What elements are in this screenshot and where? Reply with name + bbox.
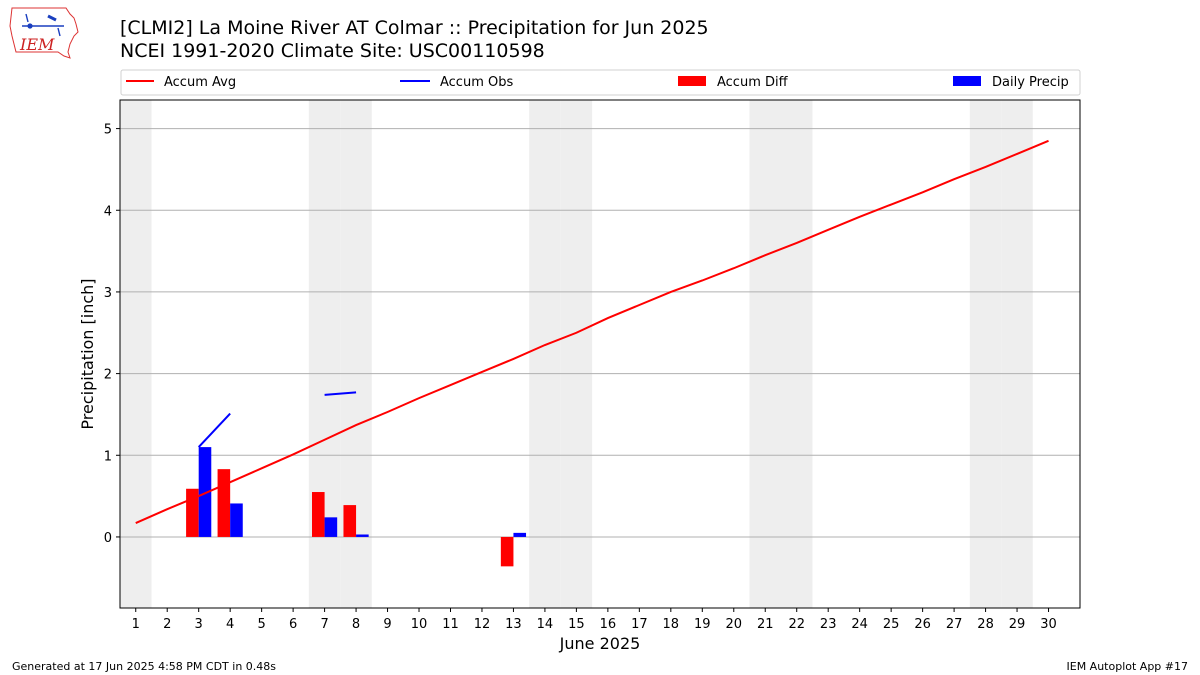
weekend-shade	[749, 100, 781, 608]
accum-diff-bar	[312, 492, 325, 537]
x-tick-label: 5	[257, 617, 265, 632]
x-tick-label: 23	[820, 617, 837, 632]
chart-subtitle: NCEI 1991-2020 Climate Site: USC00110598	[120, 40, 545, 62]
x-tick-label: 18	[663, 617, 680, 632]
x-tick-label: 25	[883, 617, 900, 632]
x-tick-label: 10	[411, 617, 428, 632]
x-tick-label: 30	[1040, 617, 1057, 632]
daily-precip-bar	[230, 503, 243, 537]
plot-frame	[119, 99, 1081, 609]
x-tick-label: 24	[851, 617, 868, 632]
daily-precip-bar	[198, 447, 212, 537]
x-tick-label: 27	[946, 617, 963, 632]
accum-obs-line	[324, 391, 357, 396]
accum-diff-bar	[343, 505, 357, 537]
logo-text: IEM	[19, 35, 55, 54]
x-tick-label: 8	[352, 617, 360, 632]
accum-avg-line	[135, 139, 1049, 524]
y-tick-label: 5	[104, 123, 112, 138]
x-tick-label: 9	[383, 617, 391, 632]
y-tick-label: 4	[104, 204, 112, 219]
x-tick-label: 26	[914, 617, 931, 632]
x-tick-label: 1	[132, 617, 140, 632]
legend-daily-label: Daily Precip	[992, 75, 1069, 90]
x-tick-label: 21	[757, 617, 774, 632]
legend-avg-label: Accum Avg	[164, 75, 236, 90]
x-tick-label: 13	[505, 617, 522, 632]
daily-precip-bar	[513, 532, 527, 537]
x-tick-label: 15	[568, 617, 585, 632]
x-tick-label: 17	[631, 617, 648, 632]
x-tick-label: 20	[725, 617, 742, 632]
x-tick-label: 16	[600, 617, 617, 632]
x-tick-label: 4	[226, 617, 234, 632]
y-tick-label: 0	[104, 531, 112, 546]
generated-footer: Generated at 17 Jun 2025 4:58 PM CDT in …	[12, 660, 277, 673]
accum-diff-bar	[217, 469, 231, 537]
x-tick-label: 29	[1009, 617, 1026, 632]
daily-precip-bar	[324, 517, 338, 537]
y-tick-label: 1	[104, 449, 112, 464]
weekend-shade	[780, 100, 813, 608]
x-tick-label: 3	[195, 617, 203, 632]
x-axis-label: June 2025	[559, 634, 641, 653]
x-tick-label: 14	[537, 617, 554, 632]
accum-diff-bar	[500, 536, 514, 567]
chart-title: [CLMI2] La Moine River AT Colmar :: Prec…	[120, 17, 709, 39]
y-axis-label: Precipitation [inch]	[78, 278, 97, 429]
app-footer: IEM Autoplot App #17	[1066, 660, 1189, 673]
x-tick-label: 28	[977, 617, 994, 632]
weekend-shade	[560, 100, 593, 608]
accum-obs-line	[197, 412, 231, 448]
x-tick-label: 6	[289, 617, 297, 632]
x-tick-label: 11	[442, 617, 459, 632]
weekend-shade	[529, 100, 561, 608]
legend: Accum Avg Accum Obs Accum Diff Daily Pre…	[120, 69, 1081, 96]
y-tick-label: 3	[104, 286, 112, 301]
x-tick-label: 2	[163, 617, 171, 632]
legend-diff-swatch	[678, 76, 706, 86]
y-tick-label: 2	[104, 368, 112, 383]
weekend-shade	[1001, 100, 1033, 608]
x-tick-label: 22	[788, 617, 805, 632]
x-tick-label: 12	[474, 617, 491, 632]
x-tick-label: 7	[320, 617, 328, 632]
weekend-shade	[120, 100, 152, 608]
legend-obs-label: Accum Obs	[440, 75, 513, 90]
iem-logo: IEM	[9, 7, 79, 59]
legend-daily-swatch	[953, 76, 981, 86]
legend-diff-label: Accum Diff	[717, 75, 789, 90]
weekend-shade	[969, 100, 1002, 608]
x-tick-label: 19	[694, 617, 711, 632]
daily-precip-bar	[356, 534, 369, 537]
